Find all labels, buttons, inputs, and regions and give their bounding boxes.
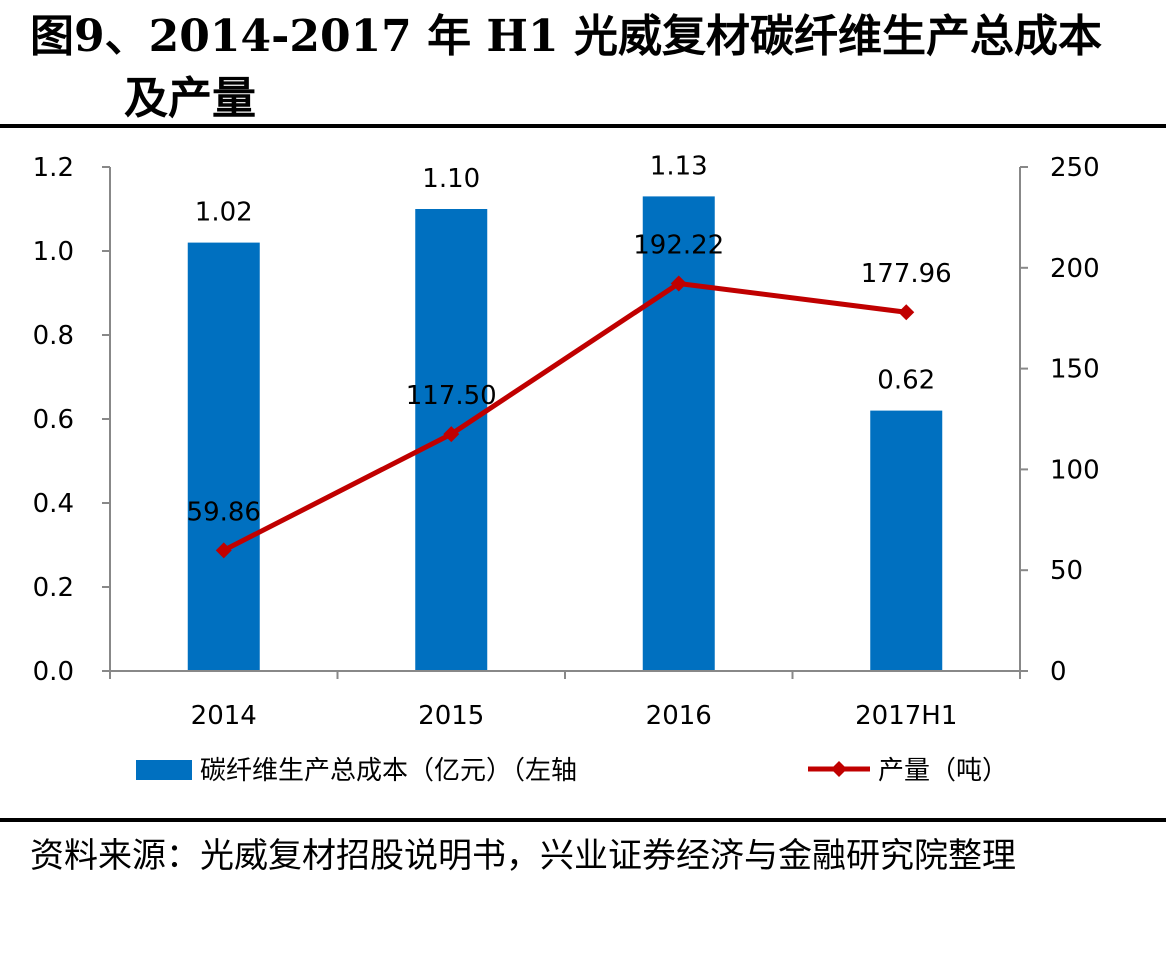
legend-bar-label: 碳纤维生产总成本（亿元）（左轴	[200, 756, 577, 786]
figure-title-line1: 图9、2014-2017 年 H1 光威复材碳纤维生产总成本	[30, 11, 1102, 62]
bar-value-label: 1.13	[650, 151, 708, 181]
line-point-marker	[215, 542, 232, 559]
line-value-label: 192.22	[633, 230, 724, 260]
line-point-marker	[670, 275, 687, 292]
left-tick-label: 1.0	[33, 237, 74, 267]
line-value-label: 59.86	[187, 497, 261, 527]
left-tick-label: 0.0	[33, 657, 74, 687]
line-value-label: 117.50	[406, 381, 497, 411]
right-tick-label: 200	[1050, 254, 1100, 284]
line-point-marker	[443, 426, 460, 443]
legend-line-label: 产量（吨）	[878, 756, 1008, 786]
right-tick-label: 100	[1050, 455, 1100, 485]
line-value-label: 177.96	[861, 259, 952, 289]
legend-line-marker	[831, 761, 847, 777]
line-point-marker	[898, 304, 915, 321]
left-tick-label: 0.2	[33, 573, 74, 603]
right-tick-label: 50	[1050, 556, 1083, 586]
right-tick-label: 0	[1050, 657, 1067, 687]
right-tick-label: 150	[1050, 355, 1100, 385]
figure-title: 图9、2014-2017 年 H1 光威复材碳纤维生产总成本 及产量	[30, 6, 1140, 130]
left-tick-label: 0.6	[33, 405, 74, 435]
bar-value-label: 1.02	[195, 198, 253, 228]
right-tick-label: 250	[1050, 153, 1100, 183]
bar-2016	[642, 196, 715, 671]
figure-title-line2: 及产量	[124, 73, 256, 124]
top-rule	[0, 124, 1166, 128]
bar-2017h1	[870, 410, 943, 671]
left-tick-label: 0.8	[33, 321, 74, 351]
bar-2014	[187, 242, 260, 671]
bar-value-label: 0.62	[877, 366, 935, 396]
x-tick-label: 2015	[418, 701, 484, 731]
x-tick-label: 2014	[191, 701, 257, 731]
bottom-rule	[0, 818, 1166, 822]
x-tick-label: 2017H1	[855, 701, 957, 731]
left-tick-label: 1.2	[33, 153, 74, 183]
left-tick-label: 0.4	[33, 489, 74, 519]
x-tick-label: 2016	[646, 701, 712, 731]
bar-value-label: 1.10	[422, 164, 480, 194]
legend-bar-swatch	[136, 760, 192, 780]
combo-chart: 0.0 0.2 0.4 0.6 0.8 1.0 1.2 0 50 100 150 200 250 2014…	[33, 151, 1100, 786]
production-line	[222, 280, 907, 553]
source-note: 资料来源：光威复材招股说明书，兴业证券经济与金融研究院整理	[30, 836, 1016, 876]
